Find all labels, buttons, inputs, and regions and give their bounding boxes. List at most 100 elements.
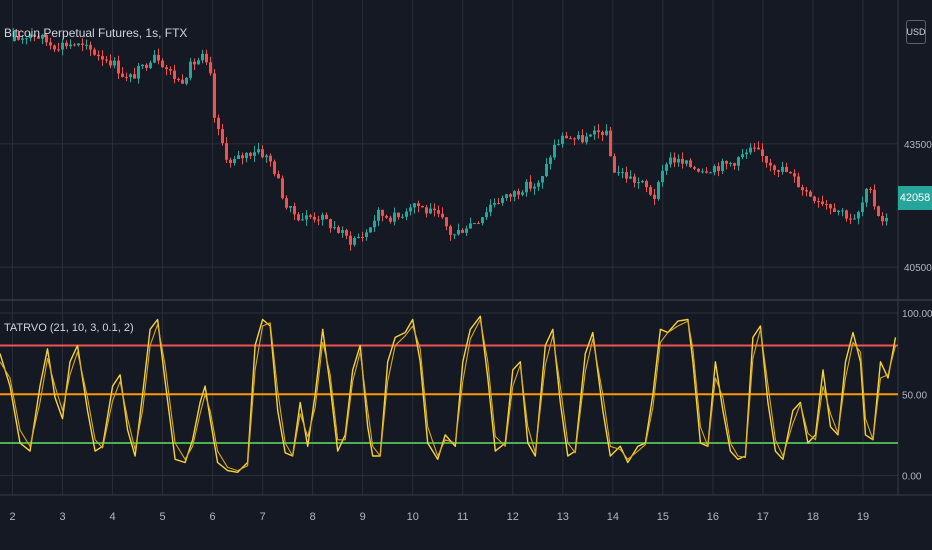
up-candle-body [21,38,25,40]
down-candle-body [761,149,765,156]
time-tick-label: 7 [260,511,266,523]
up-candle-body [29,34,33,39]
down-candle-body [805,190,809,192]
up-candle-body [141,64,145,67]
down-candle-body [693,167,697,169]
up-candle-body [481,217,485,224]
time-tick-label: 4 [110,511,116,523]
indicator-title: TATRVO (21, 10, 3, 0.1, 2) [4,322,134,334]
down-candle-body [105,59,109,61]
down-candle-body [221,129,225,144]
price-tick-label: 40500 [904,263,932,274]
down-candle-body [597,130,601,133]
up-candle-body [333,227,337,229]
currency-button[interactable]: USD [906,20,926,44]
last-price-label: 42058 [898,186,932,210]
down-candle-body [73,44,77,46]
down-candle-body [161,60,165,68]
up-candle-body [197,60,201,65]
down-candle-body [717,166,721,171]
up-candle-body [405,211,409,217]
down-candle-body [877,206,881,217]
up-candle-body [485,212,489,218]
up-candle-body [841,210,845,212]
up-candle-body [641,181,645,183]
down-candle-body [477,223,481,225]
down-candle-body [417,203,421,206]
up-candle-body [429,208,433,214]
up-candle-body [353,238,357,245]
down-candle-body [845,210,849,219]
down-candle-body [37,36,41,39]
down-candle-body [441,213,445,218]
down-candle-body [773,165,777,171]
down-candle-body [673,157,677,163]
time-tick-label: 18 [807,511,819,523]
up-candle-body [525,181,529,193]
down-candle-body [573,138,577,140]
down-candle-body [81,43,85,45]
down-candle-body [385,215,389,218]
down-candle-body [297,214,301,221]
time-tick-label: 9 [360,511,366,523]
up-candle-body [661,170,665,183]
down-candle-body [825,204,829,206]
up-candle-body [617,172,621,174]
up-candle-body [749,147,753,153]
down-candle-body [133,74,137,79]
up-candle-body [413,203,417,208]
up-candle-body [561,135,565,145]
down-candle-body [449,226,453,235]
time-tick-label: 8 [310,511,316,523]
oscillator-tick-label: 0.00 [902,472,922,483]
down-candle-body [269,155,273,162]
up-candle-body [457,229,461,235]
down-candle-body [849,218,853,220]
up-candle-body [69,44,73,47]
up-candle-body [357,236,361,239]
down-candle-body [437,210,441,214]
up-candle-body [541,176,545,183]
up-candle-body [505,194,509,199]
down-candle-body [633,176,637,183]
down-candle-body [445,217,449,227]
up-candle-body [577,135,581,139]
down-candle-body [397,212,401,218]
down-candle-body [433,208,437,211]
up-candle-body [13,36,17,42]
time-tick-label: 11 [457,511,468,523]
up-candle-body [201,53,205,61]
down-candle-body [869,188,873,190]
down-candle-body [313,216,317,220]
up-candle-body [493,202,497,205]
up-candle-body [265,155,269,158]
down-candle-body [813,196,817,202]
down-candle-body [117,60,121,74]
down-candle-body [93,49,97,55]
down-candle-body [49,42,53,46]
up-candle-body [701,171,705,173]
up-candle-body [669,157,673,165]
down-candle-body [789,171,793,174]
down-candle-body [345,230,349,236]
up-candle-body [465,228,469,233]
down-candle-body [249,152,253,156]
down-candle-body [17,36,21,40]
down-candle-body [33,34,37,37]
down-candle-body [757,147,761,150]
down-candle-body [777,170,781,172]
down-candle-body [881,216,885,222]
candles-layer [13,30,889,251]
down-candle-body [609,130,613,157]
down-candle-body [101,56,105,60]
up-candle-body [741,154,745,158]
down-candle-body [213,73,217,118]
time-tick-label: 14 [607,511,619,523]
up-candle-body [137,66,141,79]
up-candle-body [621,172,625,174]
down-candle-body [381,209,385,216]
down-candle-body [829,204,833,209]
down-candle-body [581,135,585,143]
time-tick-label: 19 [857,511,869,523]
